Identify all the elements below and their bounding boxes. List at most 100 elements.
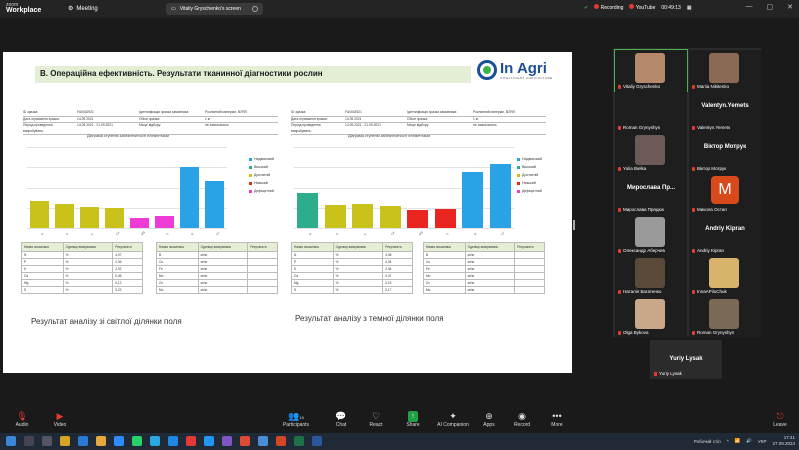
participant-name: Віктор Мотрук [697, 166, 727, 171]
participant-name: Олександр Аберчев [623, 248, 665, 253]
minimize-icon[interactable]: — [745, 3, 753, 10]
chrome-icon-2[interactable] [240, 436, 250, 446]
youtube-indicator[interactable]: YouTube [629, 4, 655, 11]
participant-name-label: Roman Grynyshyn [618, 125, 660, 130]
windows-start-icon[interactable] [6, 436, 16, 446]
screen-share-pill[interactable]: ▭ Vitaliy Gryschenko's screen [166, 3, 263, 15]
gridline [27, 187, 227, 189]
chat-button[interactable]: 💬 Chat [321, 411, 361, 428]
x-tick-label: K [362, 232, 368, 236]
participant-tile[interactable]: Vitaliy Gryschenko [614, 49, 688, 92]
legend-label: Дефіцитний [254, 189, 274, 193]
chat-label: Chat [335, 422, 347, 428]
share-button[interactable]: ↑ Share [393, 411, 433, 428]
table-cell: мг/кг [197, 258, 249, 266]
audio-label: Audio [15, 422, 29, 428]
react-button[interactable]: ♡ React [356, 411, 396, 428]
app-icon[interactable] [96, 436, 106, 446]
app-icon-3[interactable] [258, 436, 268, 446]
clock-date: 27.09.2024 [772, 441, 795, 446]
caption-right: Результат аналізу з темної ділянки поля [295, 314, 444, 323]
participants-button[interactable]: 👥15 Participants [276, 411, 316, 428]
meeting-button[interactable]: ⚙ Meeting [68, 5, 98, 13]
more-button[interactable]: ••• More [537, 411, 577, 428]
gridline [294, 187, 514, 189]
task-view-icon[interactable] [42, 436, 52, 446]
x-tick-label: N [39, 232, 45, 236]
x-tick-label: Mg [417, 230, 424, 236]
table-cell: P [21, 258, 64, 266]
heart-icon: ♡ [371, 411, 381, 421]
table-header-cell: Одиниці вимірювань [332, 242, 384, 252]
powerpoint-icon[interactable] [276, 436, 286, 446]
mic-muted-icon [692, 207, 695, 212]
participants-count: 15 [299, 415, 304, 420]
participant-tile[interactable]: Олександр Аберчев [615, 214, 687, 255]
leave-button[interactable]: ⎋ Leave [760, 411, 799, 428]
participant-name: Andriy Kipran [697, 248, 725, 253]
close-window-icon[interactable]: ✕ [787, 4, 793, 11]
recording-indicator[interactable]: Recording [594, 4, 623, 11]
tray-chevron-icon[interactable]: ^ [726, 438, 729, 444]
apps-button[interactable]: ⊕ Apps [469, 411, 509, 428]
participant-tile[interactable]: Мирослава Пр... Мирослава Прядюк [615, 173, 687, 214]
record-button[interactable]: ◉ Record [502, 411, 542, 428]
participant-tile[interactable]: Andriy Kipran Andriy Kipran [689, 214, 761, 255]
meta-row: Період проведення випробувань: 14.09.2021… [23, 123, 278, 135]
table-cell: 0,22 [112, 286, 143, 294]
ai-companion-button[interactable]: ✦ AI Companion [433, 411, 473, 428]
participant-tile[interactable]: Віктор Мотрук Віктор Мотрук [689, 132, 761, 173]
chart-bar [379, 206, 401, 228]
layout-icon[interactable]: ▦ [686, 4, 692, 11]
legend-swatch [517, 157, 520, 161]
telegram-icon[interactable] [150, 436, 160, 446]
wifi-icon[interactable]: 📶 [734, 438, 741, 443]
globe-icon [477, 60, 497, 80]
whatsapp-icon[interactable] [132, 436, 142, 446]
participant-tile[interactable]: Valentyn.Yemets Valentyn.Yemets [689, 91, 761, 132]
app-icon-2[interactable] [204, 436, 214, 446]
participant-gallery: Vitaliy Gryschenko Mariia Nikitenko Roman … [613, 48, 761, 337]
participant-tile[interactable]: Mariia Nikitenko [689, 50, 761, 91]
word-icon[interactable] [312, 436, 322, 446]
close-icon[interactable] [252, 6, 258, 12]
mic-muted-icon [692, 166, 695, 171]
record-label: Record [513, 422, 531, 428]
language-indicator[interactable]: УКР [757, 438, 767, 444]
edge-icon[interactable] [168, 436, 178, 446]
table-cell: K [21, 265, 64, 273]
participant-tile[interactable]: Olga Bykova [615, 296, 687, 337]
table-macro-left: Назва показника Одиниці вимірювань Результ… [21, 242, 143, 294]
video-button[interactable]: ▶ Video [40, 411, 80, 428]
table-cell: % [332, 265, 384, 273]
excel-icon[interactable] [294, 436, 304, 446]
participant-tile[interactable]: Roman Grynyshyn [615, 91, 687, 132]
mail-icon[interactable] [78, 436, 88, 446]
chrome-icon[interactable] [186, 436, 196, 446]
file-explorer-icon[interactable] [60, 436, 70, 446]
participant-name-label: InnaAPiluChuk [692, 289, 727, 294]
table-row: Cu мг/кг [156, 258, 278, 266]
maximize-icon[interactable]: ▢ [766, 4, 774, 11]
audio-button[interactable]: 🎙 Audio [2, 411, 42, 428]
mic-muted-icon [618, 248, 621, 253]
table-cell: Ca [291, 272, 334, 280]
search-icon[interactable] [24, 436, 34, 446]
volume-icon[interactable]: 🔊 [746, 438, 752, 443]
participant-tile[interactable]: Yulia Bielka [615, 132, 687, 173]
meta-row: ID зразка: FA0042921 Ідентифікація зразка … [291, 110, 546, 117]
participant-tile-extra[interactable]: Yuriy Lysak Yuriy Lysak [650, 340, 722, 379]
scrollbar[interactable] [573, 220, 575, 230]
gear-icon: ⚙ [68, 6, 74, 12]
participant-tile[interactable]: Roman Grynyshyn [689, 296, 761, 337]
zoom-icon[interactable] [114, 436, 124, 446]
sample-meta-left: ID зразка: FA0042921 Ідентифікація зразка … [23, 110, 278, 135]
desktop-label[interactable]: Робочий стіл [693, 438, 721, 444]
participant-tile[interactable]: InnaAPiluChuk [689, 255, 761, 296]
participant-tile[interactable]: M Микола Остап [689, 173, 761, 214]
chart-bar [104, 207, 125, 228]
clock[interactable]: 17:41 27.09.2024 [772, 435, 795, 447]
viber-icon[interactable] [222, 436, 232, 446]
participant-tile[interactable]: Наталія Багатенко [615, 255, 687, 296]
participant-name: Мирослава Прядюк [623, 207, 664, 212]
